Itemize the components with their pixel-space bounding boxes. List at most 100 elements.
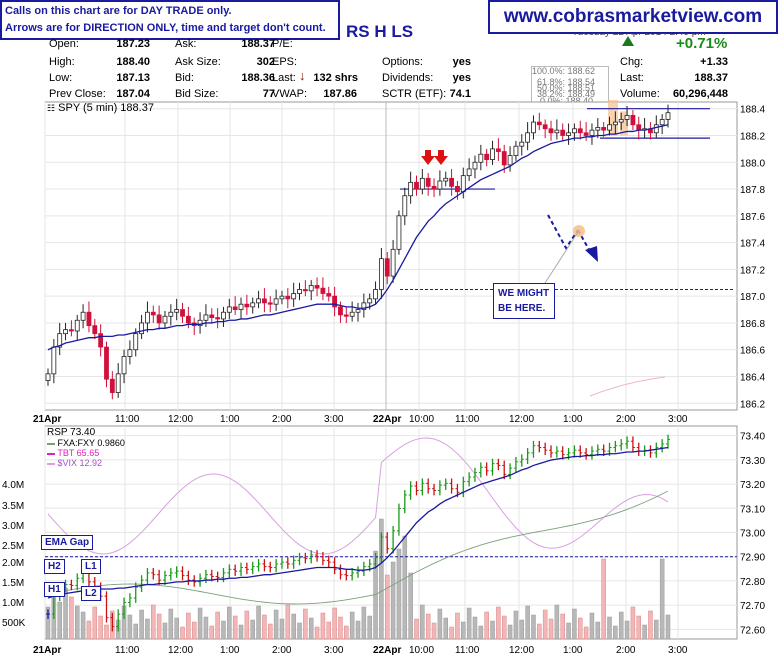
candle-body bbox=[431, 185, 437, 190]
volume-bar bbox=[297, 622, 302, 640]
candle-body bbox=[221, 311, 226, 320]
volume-bar bbox=[490, 620, 495, 640]
legend-vix-swatch bbox=[47, 462, 55, 465]
lower-x-tick: 2:00 bbox=[272, 645, 292, 656]
candle-body bbox=[86, 311, 92, 327]
volume-bar bbox=[437, 608, 443, 640]
candle-body bbox=[250, 302, 256, 308]
lower-x-tick: 10:00 bbox=[409, 645, 434, 656]
site-banner[interactable]: www.cobrasmarketview.com bbox=[488, 0, 778, 34]
main-x-tick: 22Apr bbox=[373, 414, 401, 425]
spy-title-text: SPY (5 min) 188.37 bbox=[58, 102, 154, 114]
volume-bar bbox=[303, 608, 308, 640]
candle-body bbox=[174, 309, 180, 313]
volume-bar bbox=[232, 615, 238, 640]
main-x-tick: 11:00 bbox=[115, 414, 140, 425]
main-y-tick: 188.2 bbox=[740, 131, 765, 142]
candle-body bbox=[297, 289, 302, 294]
candle-body bbox=[531, 121, 536, 134]
fib-618: 61.8%: 188.54 bbox=[537, 77, 596, 87]
candle-body bbox=[443, 177, 449, 182]
lower-x-tick: 12:00 bbox=[509, 645, 534, 656]
volume-bar bbox=[648, 610, 653, 640]
red-arrow-shaft bbox=[438, 150, 444, 156]
candle-body bbox=[572, 128, 577, 134]
candle-body bbox=[302, 289, 308, 292]
candle-body bbox=[490, 148, 495, 160]
volume-bar bbox=[402, 535, 408, 640]
candle-body bbox=[414, 181, 419, 190]
candle-body bbox=[495, 148, 501, 152]
volume-bar bbox=[531, 614, 536, 640]
legend-vix: $VIX 12.92 bbox=[47, 458, 102, 468]
options-label: Options: bbox=[382, 56, 423, 68]
candle-body bbox=[601, 127, 607, 131]
volume-bar bbox=[654, 619, 659, 640]
volume-bar bbox=[349, 611, 355, 640]
candle-body bbox=[396, 215, 402, 250]
lower-y-tick: 73.00 bbox=[740, 529, 765, 540]
dividends-label: Dividends: bbox=[382, 72, 434, 84]
volume-bar bbox=[186, 612, 191, 640]
volume-tick: 3.0M bbox=[2, 521, 24, 532]
volume-tick: 3.5M bbox=[2, 501, 24, 512]
volume-bar bbox=[332, 607, 337, 640]
volume-label: Volume: bbox=[620, 88, 660, 100]
volume-bar bbox=[268, 623, 273, 640]
volume-bar bbox=[69, 596, 74, 640]
volume-bar bbox=[262, 614, 267, 640]
main-x-tick: 10:00 bbox=[409, 414, 434, 425]
candle-body bbox=[466, 168, 472, 177]
volume-bar bbox=[250, 619, 255, 640]
up-triangle-icon bbox=[622, 36, 634, 46]
volume-bar bbox=[156, 613, 162, 640]
candle-body bbox=[554, 129, 560, 134]
candle-body bbox=[80, 311, 86, 321]
lower-x-tick: 3:00 bbox=[324, 645, 344, 656]
volume-bar bbox=[326, 621, 332, 640]
volume-bar bbox=[613, 625, 618, 640]
candle-body bbox=[501, 151, 507, 166]
lower-y-tick: 73.30 bbox=[740, 456, 765, 467]
disclaimer-line-1: Calls on this chart are for DAY TRADE on… bbox=[5, 5, 232, 17]
candle-body bbox=[577, 128, 583, 134]
volume-bar bbox=[168, 608, 174, 640]
candle-body bbox=[384, 258, 390, 277]
lower-x-tick: 12:00 bbox=[168, 645, 193, 656]
candle-body bbox=[51, 346, 57, 375]
fib-100: 100.0%: 188.62 bbox=[532, 66, 596, 76]
candle-body bbox=[478, 153, 484, 163]
volume-bar bbox=[174, 617, 179, 640]
candle-body bbox=[326, 293, 332, 297]
candle-body bbox=[226, 306, 232, 313]
candle-body bbox=[156, 314, 162, 324]
vwap-label: VWAP: bbox=[272, 88, 308, 100]
candle-body bbox=[74, 319, 80, 332]
legend-fxa: FXA:FXY 0.9860 bbox=[47, 438, 125, 448]
candle-body bbox=[484, 153, 490, 160]
volume-bar bbox=[320, 612, 326, 640]
open-label: Open: bbox=[49, 38, 79, 50]
candle-body bbox=[320, 287, 326, 294]
candle-body bbox=[150, 311, 156, 316]
candle-body bbox=[589, 129, 595, 136]
volume-bar bbox=[191, 621, 197, 640]
lower-y-tick: 72.80 bbox=[740, 577, 765, 588]
spy-price-chart: 188.4 188.2 188.0 187.8 187.6 187.4 187.2 187.0… bbox=[33, 100, 765, 425]
volume-bar bbox=[425, 613, 431, 640]
candle-body bbox=[92, 325, 98, 335]
candle-body bbox=[548, 128, 554, 134]
volume-bar bbox=[203, 616, 209, 640]
candle-body bbox=[162, 315, 168, 324]
volume-bar bbox=[338, 616, 343, 640]
main-x-tick: 21Apr bbox=[33, 414, 61, 425]
candle-body bbox=[367, 298, 373, 304]
candle-body bbox=[215, 317, 221, 320]
candle-body bbox=[630, 114, 636, 126]
candle-body bbox=[460, 175, 466, 193]
candle-body bbox=[291, 293, 297, 300]
volume-bar bbox=[133, 623, 138, 640]
volume-bar bbox=[449, 626, 454, 640]
volume-bar bbox=[525, 605, 530, 640]
sctr-label: SCTR (ETF): bbox=[382, 88, 447, 100]
